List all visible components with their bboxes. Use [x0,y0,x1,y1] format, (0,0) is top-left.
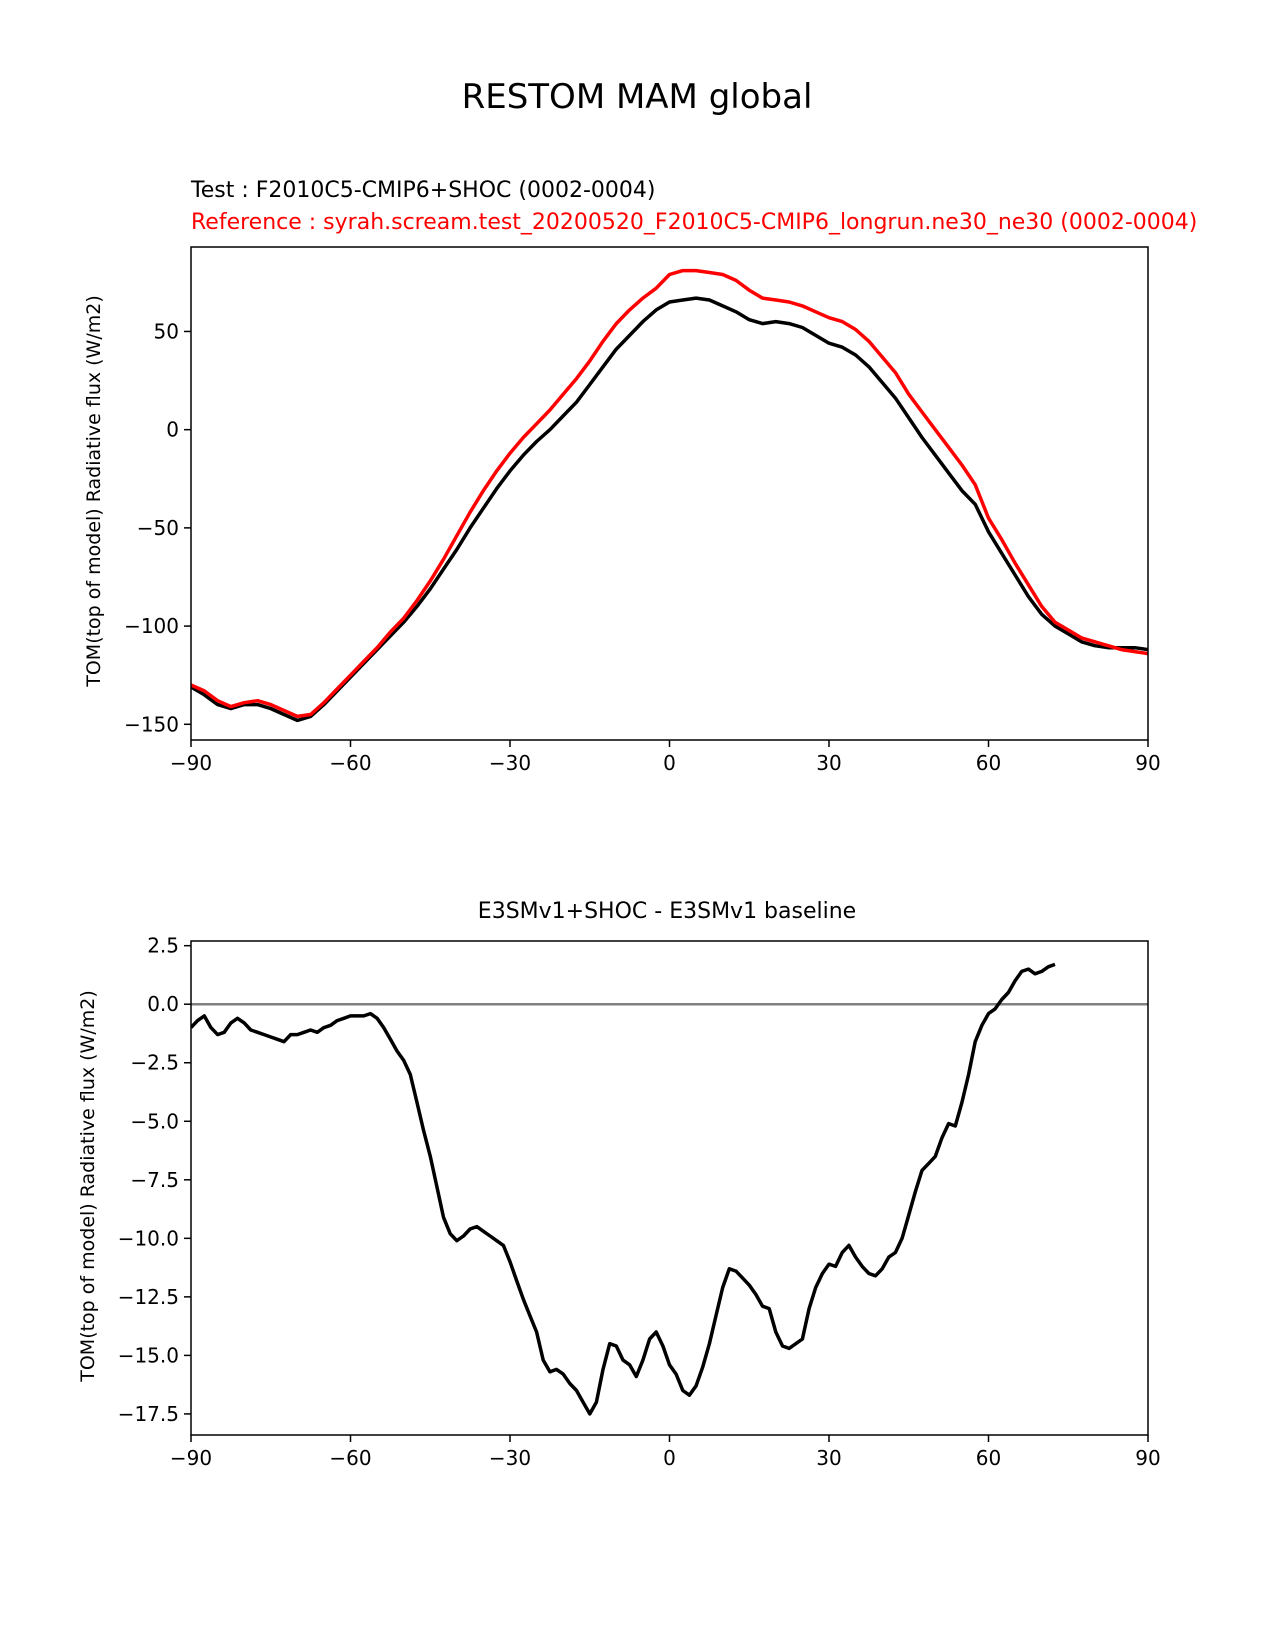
y-tick-label: −12.5 [118,1285,179,1309]
top-plot-area: −90 −60 −30 0 30 60 90 −150 −100 −50 0 50 [124,246,1161,775]
x-tick-label: −30 [489,1446,531,1470]
x-tick-label: 30 [816,751,841,775]
y-tick-label: 50 [154,319,179,343]
x-tick-label: −90 [170,1446,212,1470]
y-tick-label: −10.0 [118,1226,179,1250]
bottom-panel: E3SMv1+SHOC - E3SMv1 baseline TOM(top of… [77,899,1161,1470]
x-tick-label: 0 [663,1446,676,1470]
series-line-difference [191,962,1056,1416]
y-tick-label: −100 [124,614,179,638]
y-tick-label: −7.5 [130,1168,179,1192]
top-ylabel: TOM(top of model) Radiative flux (W/m2) [83,295,105,688]
test-label: Test : F2010C5-CMIP6+SHOC (0002-0004) [190,178,655,203]
y-tick-label: −15.0 [118,1343,179,1367]
series-line-reference [191,268,1148,719]
y-tick-label: 2.5 [147,934,179,958]
y-tick-label: 0.0 [147,992,179,1016]
x-tick-label: −60 [329,1446,371,1470]
reference-label: Reference : syrah.scream.test_20200520_F… [191,210,1197,235]
bottom-ylabel: TOM(top of model) Radiative flux (W/m2) [77,990,99,1383]
x-tick-label: 90 [1135,1446,1160,1470]
y-tick-label: 0 [166,418,179,442]
y-tick-label: −50 [137,516,179,540]
x-tick-label: 60 [976,751,1001,775]
x-tick-label: −30 [489,751,531,775]
y-tick-label: −2.5 [130,1051,179,1075]
y-tick-label: −5.0 [130,1109,179,1133]
top-panel: Test : F2010C5-CMIP6+SHOC (0002-0004) Re… [83,178,1197,775]
x-tick-label: −90 [170,751,212,775]
x-tick-label: 60 [976,1446,1001,1470]
figure-title: RESTOM MAM global [462,77,813,117]
y-tick-label: −17.5 [118,1402,179,1426]
bottom-plot-area: −90 −60 −30 0 30 60 90 2.5 0.0 −2.5 −5.0 −7.5 −10.0 −… [118,934,1161,1470]
x-tick-label: 90 [1135,751,1160,775]
y-tick-label: −150 [124,712,179,736]
bottom-title: E3SMv1+SHOC - E3SMv1 baseline [478,899,856,924]
x-tick-label: 30 [816,1446,841,1470]
x-tick-label: −60 [329,751,371,775]
x-tick-label: 0 [663,751,676,775]
